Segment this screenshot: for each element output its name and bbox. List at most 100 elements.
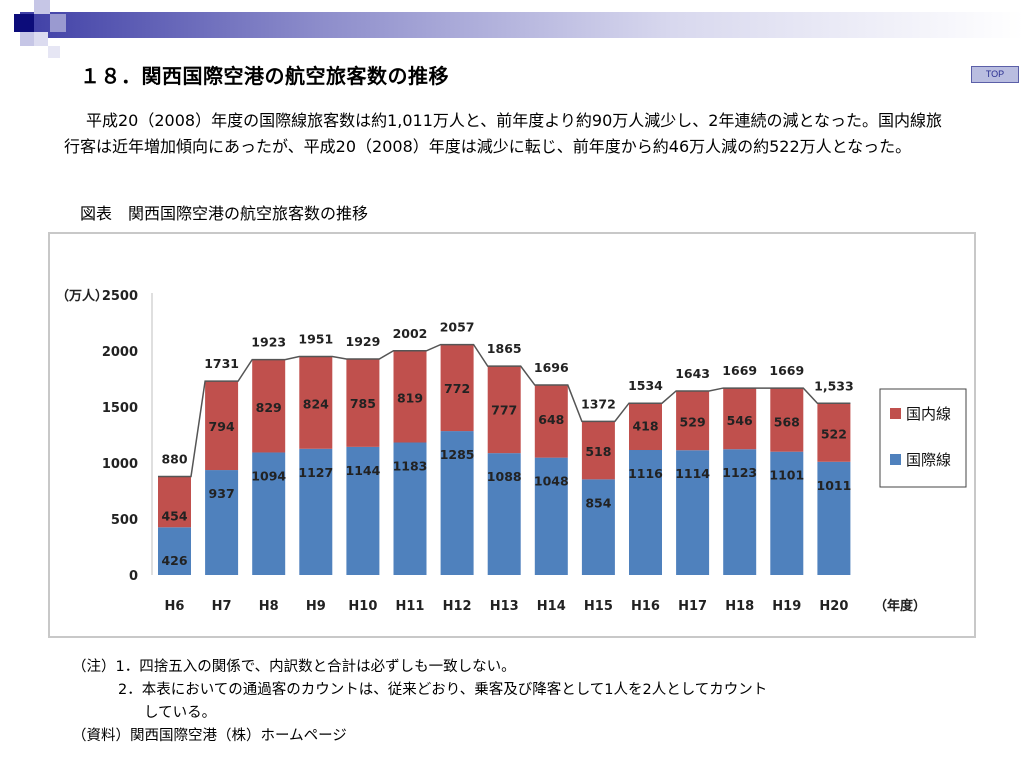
data-label-international: 1101	[769, 468, 804, 483]
bar-domestic	[487, 366, 521, 454]
data-label-domestic: 785	[350, 396, 376, 411]
data-label-total: 1731	[204, 356, 239, 371]
bar-domestic	[252, 359, 286, 453]
top-link-button[interactable]: TOP	[971, 66, 1019, 83]
bar-domestic	[629, 403, 662, 451]
bar-domestic	[770, 388, 804, 452]
data-label-total: 1372	[581, 396, 616, 411]
data-label-total: 1865	[487, 341, 522, 356]
data-label-domestic: 454	[161, 508, 187, 523]
y-tick-label: 2000	[102, 345, 138, 360]
bar-domestic	[581, 421, 615, 480]
data-label-domestic: 522	[821, 426, 847, 441]
y-tick-label: 2500	[102, 289, 138, 304]
data-label-domestic: 648	[538, 412, 564, 427]
note-2-cont: している。	[144, 705, 217, 721]
x-tick-label: H7	[212, 599, 232, 614]
bar-international	[723, 449, 757, 575]
data-label-domestic: 777	[491, 403, 517, 418]
bar-domestic	[676, 390, 710, 451]
bar-domestic	[299, 356, 333, 449]
bar-international	[252, 452, 286, 575]
data-label-total: 2002	[393, 326, 428, 341]
x-tick-label: H12	[443, 599, 472, 614]
data-label-total: 1534	[628, 378, 663, 393]
deco-square-light-2	[20, 32, 34, 46]
data-label-domestic: 819	[397, 390, 423, 405]
data-label-total: 1951	[298, 331, 333, 346]
y-axis-label: （万人）	[56, 288, 108, 304]
y-tick-label: 1000	[102, 457, 138, 472]
data-label-domestic: 529	[680, 414, 706, 429]
bar-international	[629, 450, 662, 575]
note-1: （注）1．四捨五入の関係で、内訳数と合計は必ずしも一致しない。	[72, 659, 516, 675]
x-axis-label: （年度）	[874, 598, 926, 614]
data-label-domestic: 829	[256, 400, 282, 415]
data-label-total: 2057	[440, 320, 475, 335]
bar-domestic	[205, 381, 239, 471]
x-tick-label: H6	[165, 599, 185, 614]
data-label-international: 1011	[817, 478, 852, 493]
data-label-total: 1923	[251, 335, 286, 350]
bar-international	[534, 457, 568, 575]
data-label-international: 1285	[440, 447, 475, 462]
header-gradient-bar	[20, 12, 1024, 38]
data-label-international: 1088	[487, 469, 522, 484]
slide-title: １８．関西国際空港の航空旅客数の推移	[80, 64, 449, 88]
x-tick-label: H11	[396, 599, 425, 614]
deco-square-light-4	[48, 46, 60, 58]
deco-square-dark	[14, 14, 34, 32]
x-tick-label: H20	[819, 599, 848, 614]
bar-international	[346, 446, 380, 575]
x-tick-label: H9	[306, 599, 326, 614]
data-label-total: 1929	[346, 334, 381, 349]
x-tick-label: H19	[772, 599, 801, 614]
deco-square-mid	[50, 14, 66, 32]
bar-international	[817, 461, 851, 575]
data-label-domestic: 518	[585, 444, 611, 459]
data-label-international: 854	[585, 495, 611, 510]
legend-box	[879, 388, 967, 488]
bar-international	[158, 527, 191, 575]
data-label-total: 1,533	[814, 378, 854, 393]
legend-swatch-domestic	[890, 408, 901, 419]
data-label-domestic: 418	[632, 419, 658, 434]
y-tick-label: 0	[129, 569, 138, 584]
data-label-domestic: 568	[774, 414, 800, 429]
data-label-total: 880	[161, 451, 187, 466]
bar-international	[487, 453, 521, 575]
description-paragraph: 平成20（2008）年度の国際線旅客数は約1,011万人と、前年度より約90万人…	[64, 108, 944, 160]
data-label-domestic: 546	[727, 413, 753, 428]
data-label-domestic: 824	[303, 396, 329, 411]
x-tick-label: H14	[537, 599, 566, 614]
data-label-international: 1048	[534, 474, 569, 489]
data-label-international: 1114	[675, 466, 710, 481]
bar-domestic	[817, 403, 851, 462]
description-text: 平成20（2008）年度の国際線旅客数は約1,011万人と、前年度より約90万人…	[64, 111, 942, 156]
bar-international	[581, 479, 615, 575]
chart-frame: 0 500 1000 1500 2000 2500 （万人） H6 426 454 880 H7 937…	[48, 232, 976, 638]
deco-square-light	[34, 0, 50, 14]
bar-international	[393, 442, 427, 575]
source-note: （資料）関西国際空港（株）ホームページ	[72, 728, 347, 744]
data-label-international: 426	[161, 553, 187, 568]
data-label-international: 1123	[722, 465, 757, 480]
bar-international	[440, 431, 474, 575]
bar-domestic	[534, 385, 568, 458]
bar-domestic	[346, 358, 380, 447]
data-label-total: 1669	[722, 363, 757, 378]
x-tick-label: H17	[678, 599, 707, 614]
data-label-total: 1669	[769, 363, 804, 378]
passenger-chart: 0 500 1000 1500 2000 2500（万人） H6 426 454 880 H7 937…	[56, 288, 967, 614]
x-tick-label: H15	[584, 599, 613, 614]
data-label-international: 1116	[628, 466, 663, 481]
bar-international	[770, 451, 804, 575]
data-label-domestic: 794	[209, 419, 235, 434]
legend-label-domestic: 国内線	[906, 405, 951, 423]
y-tick-label: 1500	[102, 401, 138, 416]
bar-domestic	[723, 388, 757, 450]
data-label-international: 1127	[298, 465, 333, 480]
bar-international	[299, 448, 333, 575]
bar-international	[676, 450, 710, 575]
bar-international	[205, 470, 239, 575]
